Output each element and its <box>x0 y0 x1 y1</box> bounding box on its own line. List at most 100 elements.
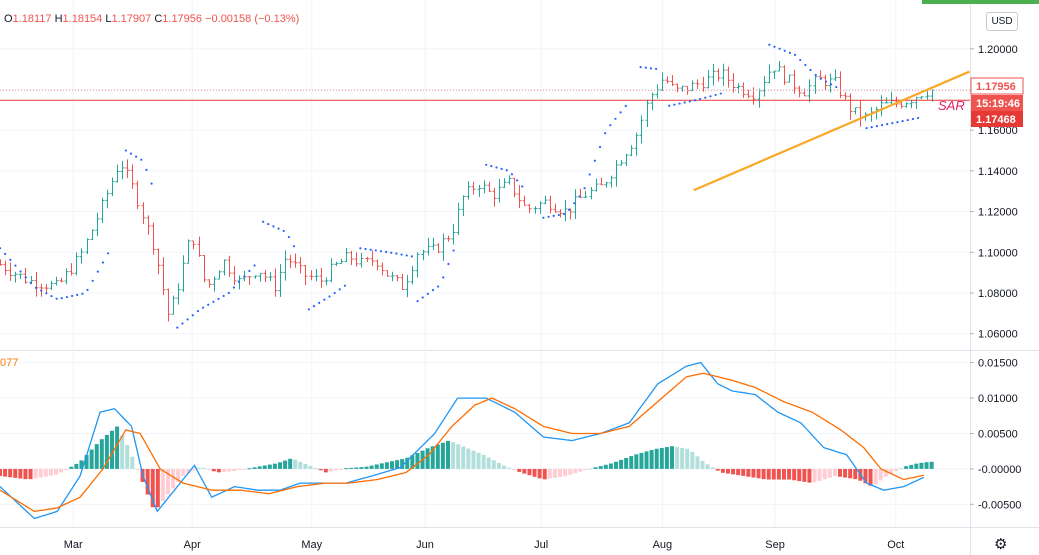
sar-dot <box>819 77 822 80</box>
macd-histogram-bar <box>18 468 23 479</box>
macd-histogram-bar <box>664 447 669 469</box>
macd-histogram-bar <box>359 467 364 469</box>
price-pane[interactable]: SAR <box>0 43 970 329</box>
macd-histogram-bar <box>517 468 522 472</box>
macd-histogram-bar <box>262 465 267 469</box>
macd-histogram-bar <box>644 451 649 469</box>
macd-histogram-bar <box>176 468 181 483</box>
macd-tick-label: 0.01500 <box>978 358 1018 370</box>
macd-histogram-bar <box>196 467 201 469</box>
macd-histogram-bar <box>216 468 221 473</box>
macd-histogram-bar <box>537 468 542 479</box>
sar-dot <box>495 166 498 169</box>
macd-histogram-bar <box>53 468 58 475</box>
macd-histogram-bar <box>379 463 384 469</box>
sar-dot <box>704 96 707 99</box>
macd-histogram-bar <box>272 463 277 469</box>
macd-tick-label: -0.00500 <box>978 499 1021 511</box>
sar-dot <box>510 173 514 176</box>
sar-dot <box>24 276 27 279</box>
price-tick-label: 1.16000 <box>978 125 1018 137</box>
hline-price-tag: 1.17468 <box>976 114 1016 126</box>
macd-histogram-bar <box>568 468 573 475</box>
macd-histogram-bar <box>634 454 639 469</box>
macd-histogram-bar <box>629 456 634 469</box>
macd-histogram-bar <box>99 439 104 469</box>
time-scale[interactable]: Mar Apr May Jun Jul Aug Sep Oct <box>64 539 905 551</box>
sar-dot <box>668 104 671 107</box>
macd-histogram-bar <box>64 468 69 470</box>
countdown-tag: 15:19:46 <box>976 98 1020 110</box>
top-accent-bar <box>922 0 1039 4</box>
sar-dot <box>416 300 419 303</box>
macd-histogram-bar <box>155 468 160 508</box>
macd-histogram-bar <box>761 468 766 480</box>
sar-dot <box>145 168 148 171</box>
sar-dot <box>542 216 545 219</box>
sar-dot <box>60 297 63 300</box>
low-value: 1.17907 <box>111 13 152 25</box>
sar-dot <box>207 303 210 306</box>
sar-dot <box>578 195 581 198</box>
sar-dot <box>583 187 586 190</box>
sar-annotation[interactable]: SAR <box>938 98 965 113</box>
open-label: O <box>4 13 13 25</box>
sar-dot <box>338 288 341 291</box>
close-label: C <box>154 13 163 25</box>
trendline[interactable] <box>693 70 970 192</box>
macd-histogram-bar <box>328 468 333 472</box>
macd-histogram-bar <box>639 452 644 469</box>
macd-histogram-bar <box>919 462 924 469</box>
time-tick-label: Sep <box>765 539 785 551</box>
macd-histogram-bar <box>221 468 226 472</box>
sar-dot <box>45 292 48 295</box>
sar-dot <box>76 293 79 296</box>
macd-histogram-bar <box>451 442 456 469</box>
macd-indicator-label[interactable]: 077 <box>0 357 19 369</box>
macd-histogram-bar <box>659 447 664 469</box>
sar-dot <box>437 285 440 288</box>
macd-histogram-bar <box>914 463 919 469</box>
sar-dot <box>709 95 712 98</box>
macd-histogram-bar <box>405 457 410 469</box>
sar-dot <box>865 127 868 130</box>
macd-histogram-bar <box>38 468 43 478</box>
sar-dot <box>614 117 617 120</box>
sar-dot <box>232 286 236 289</box>
macd-histogram-bar <box>94 444 99 469</box>
sar-dot <box>186 318 189 321</box>
change-value: −0.00158 (−0.13%) <box>205 13 300 25</box>
macd-histogram-bar <box>242 468 247 470</box>
macd-histogram-bar <box>471 450 476 469</box>
macd-histogram-bar <box>690 451 695 469</box>
macd-histogram-bar <box>435 444 440 469</box>
sar-dot <box>452 249 455 252</box>
price-tick-label: 1.20000 <box>978 44 1018 56</box>
macd-histogram-bar <box>848 468 853 479</box>
sar-dot <box>343 284 347 287</box>
macd-histogram-bar <box>120 435 125 469</box>
macd-histogram-bar <box>232 468 237 472</box>
macd-pane[interactable] <box>0 361 934 520</box>
currency-button[interactable]: USD <box>986 12 1018 31</box>
gear-icon[interactable]: ⚙ <box>994 536 1008 553</box>
macd-histogram-bar <box>227 468 232 472</box>
macd-histogram-bar <box>308 466 313 469</box>
sar-dot <box>783 49 786 52</box>
macd-histogram-bar <box>171 468 176 489</box>
macd-histogram-bar <box>588 468 593 470</box>
macd-histogram-bar <box>288 458 293 469</box>
macd-histogram-bar <box>237 468 242 471</box>
macd-histogram-bar <box>89 449 94 469</box>
macd-histogram-bar <box>812 468 817 483</box>
macd-histogram-bar <box>507 467 512 469</box>
macd-histogram-bar <box>878 468 883 481</box>
sar-dot <box>442 276 445 279</box>
countdown-tag-bg <box>971 95 1023 111</box>
sar-dot <box>916 116 920 120</box>
macd-histogram-bar <box>924 462 929 469</box>
sar-dot <box>217 297 220 300</box>
last-price-tag-bg <box>971 78 1023 94</box>
sar-dot <box>312 304 316 308</box>
